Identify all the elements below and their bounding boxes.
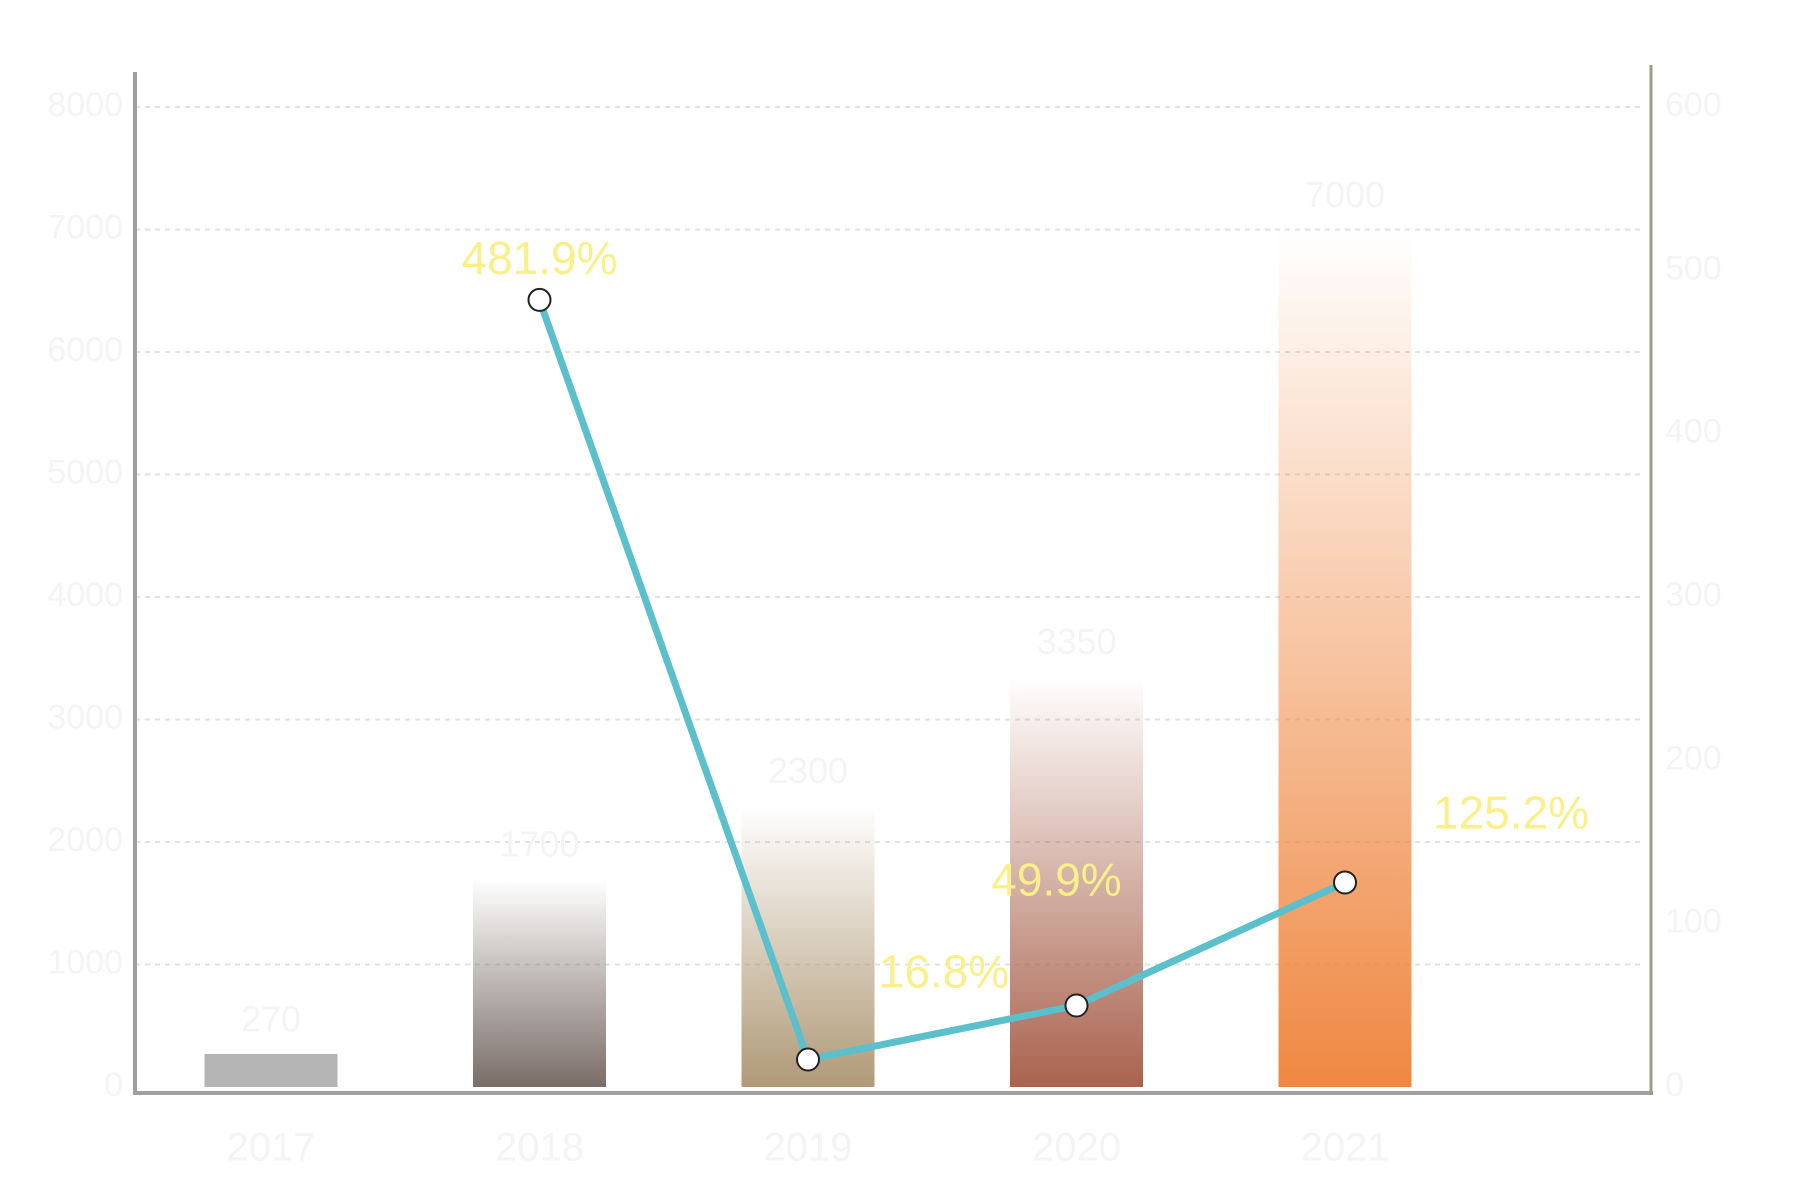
y-tick-label: 1000 xyxy=(47,943,123,981)
bar xyxy=(473,878,606,1087)
bar xyxy=(1010,676,1143,1087)
line-point xyxy=(527,287,552,312)
bar-value-label: 3350 xyxy=(1036,621,1116,662)
y-tick-label: 8000 xyxy=(47,86,123,124)
x-tick-label: 2019 xyxy=(764,1126,853,1170)
y2-tick-label: 400 xyxy=(1665,413,1722,451)
line-value-label: 481.9% xyxy=(461,232,617,284)
x-tick-label: 2017 xyxy=(227,1126,316,1170)
y2-tick-label: 100 xyxy=(1665,903,1722,941)
x-tick-label: 2020 xyxy=(1032,1126,1121,1170)
y2-tick-label: 0 xyxy=(1665,1066,1684,1104)
y-tick-label: 7000 xyxy=(47,208,123,246)
y-tick-label: 0 xyxy=(104,1066,123,1104)
bar xyxy=(741,805,875,1087)
bar-value-label: 2300 xyxy=(768,750,848,791)
bar xyxy=(204,1053,338,1087)
line-point xyxy=(1064,993,1089,1018)
line xyxy=(536,298,1347,1064)
y-tick-label: 5000 xyxy=(47,453,123,491)
bar-value-label: 270 xyxy=(241,998,301,1039)
y2-tick-label: 500 xyxy=(1665,249,1722,287)
y-tick-label: 6000 xyxy=(47,331,123,369)
y-tick-label: 3000 xyxy=(47,698,123,736)
y2-tick-label: 600 xyxy=(1665,86,1722,124)
line-point xyxy=(1333,870,1357,895)
x-tick-label: 2021 xyxy=(1301,1126,1390,1170)
y-tick-label: 4000 xyxy=(47,576,123,614)
line-value-label: 49.9% xyxy=(991,854,1121,906)
line-value-label: 125.2% xyxy=(1433,787,1589,839)
bar xyxy=(1278,229,1412,1087)
line-point xyxy=(796,1047,820,1072)
y2-tick-label: 300 xyxy=(1665,576,1722,614)
line-value-label: 16.8% xyxy=(879,946,1009,998)
y-tick-label: 2000 xyxy=(47,821,123,859)
x-tick-label: 2018 xyxy=(495,1126,584,1170)
bar-value-label: 1700 xyxy=(499,823,579,864)
bar-value-label: 7000 xyxy=(1305,174,1385,215)
y2-tick-label: 200 xyxy=(1665,739,1722,777)
